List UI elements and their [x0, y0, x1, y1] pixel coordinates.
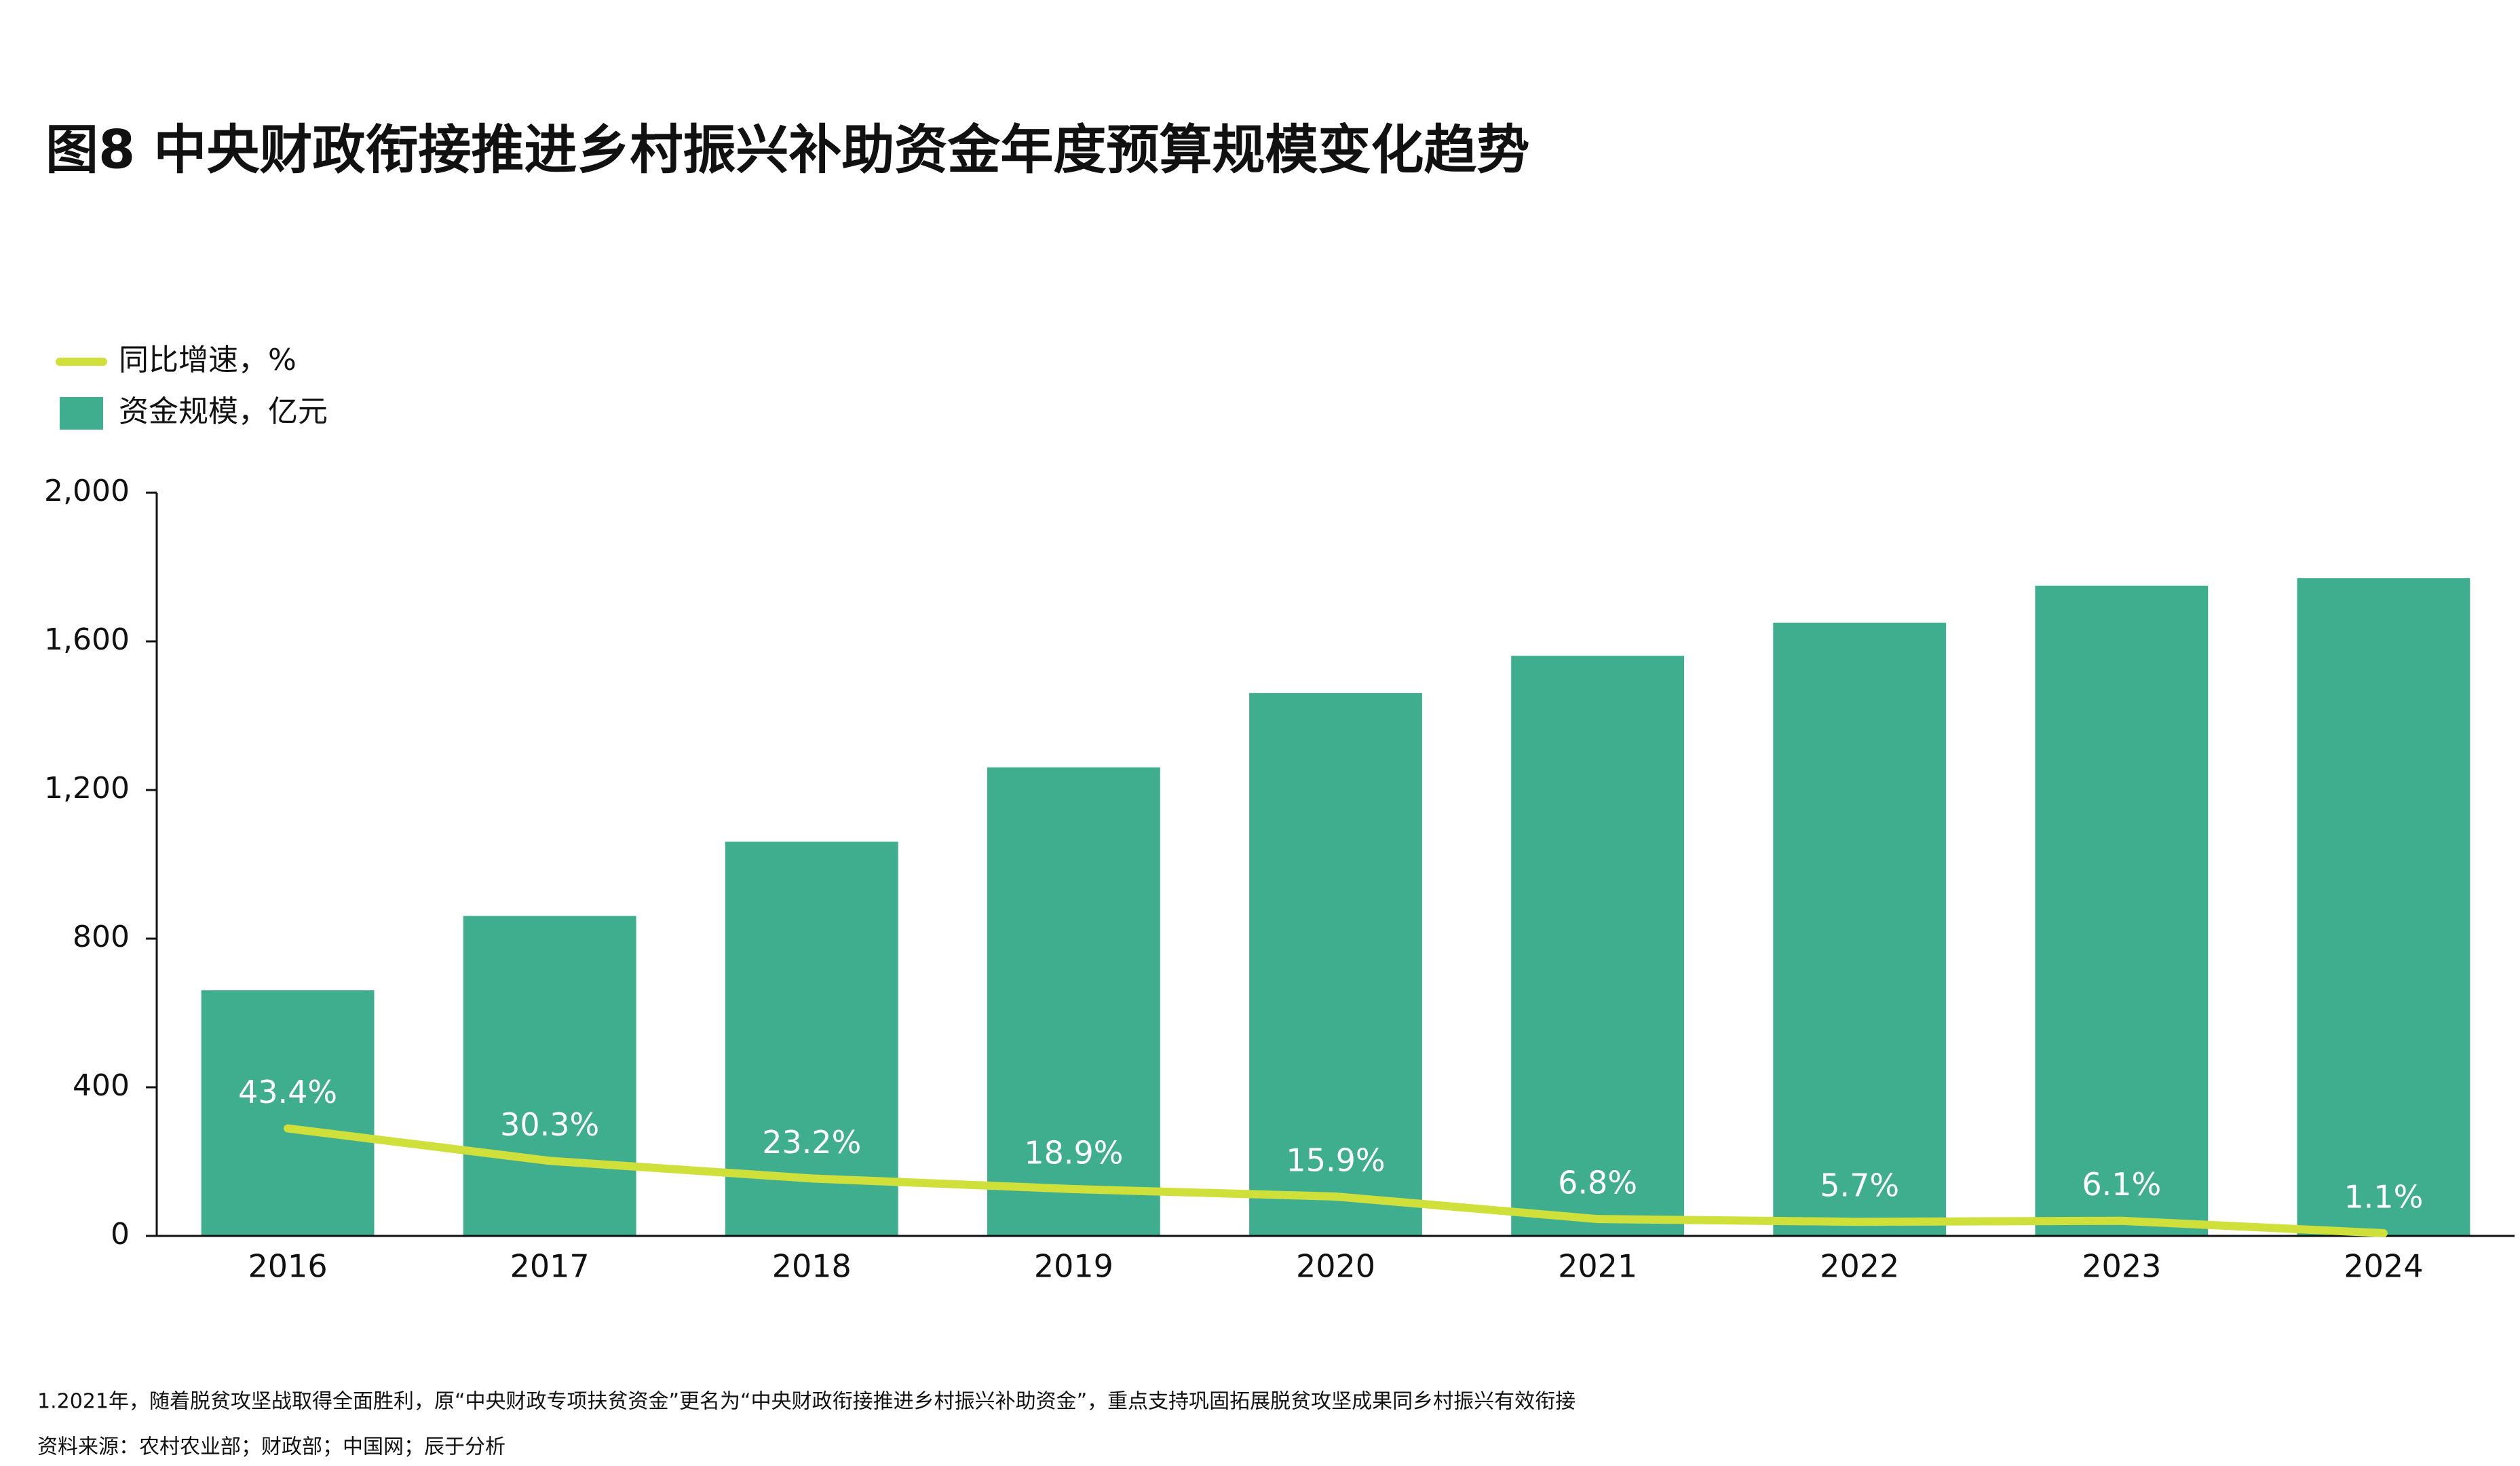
bar	[2297, 578, 2470, 1236]
chart-title: 图8 中央财政衔接推进乡村振兴补助资金年度预算规模变化趋势	[45, 119, 1529, 181]
data-label: 15.9%	[1286, 1142, 1385, 1178]
footnote: 1.2021年，随着脱贫攻坚战取得全面胜利，原“中央财政专项扶贫资金”更名为“中…	[37, 1390, 1576, 1414]
x-tick-label: 2024	[2344, 1248, 2423, 1285]
x-tick-label: 2018	[772, 1248, 852, 1285]
source-note: 资料来源：农村农业部；财政部；中国网；辰于分析	[37, 1435, 505, 1459]
x-tick-label: 2023	[2082, 1248, 2161, 1285]
y-tick-label: 1,200	[44, 771, 130, 806]
bar	[201, 990, 375, 1236]
data-label: 43.4%	[238, 1074, 337, 1110]
bar	[725, 842, 898, 1236]
y-tick-label: 0	[111, 1217, 130, 1252]
x-tick-label: 2016	[248, 1248, 328, 1285]
bar	[2035, 585, 2209, 1236]
data-label: 23.2%	[762, 1124, 861, 1161]
legend-label: 资金规模，亿元	[119, 394, 328, 429]
x-tick-label: 2022	[1820, 1248, 1899, 1285]
bar	[1249, 693, 1422, 1236]
data-label: 6.1%	[2082, 1166, 2161, 1203]
y-tick-label: 400	[73, 1068, 130, 1103]
line	[284, 1124, 2388, 1237]
y-tick-label: 800	[73, 920, 130, 954]
data-label: 1.1%	[2344, 1178, 2424, 1215]
legend-swatch	[60, 397, 103, 430]
x-tick-label: 2021	[1558, 1248, 1637, 1285]
bar	[1773, 622, 1947, 1236]
x-tick-label: 2020	[1296, 1248, 1375, 1285]
data-label: 30.3%	[500, 1106, 599, 1143]
y-tick-label: 2,000	[44, 474, 130, 508]
bar	[1511, 656, 1685, 1236]
legend-label: 同比增速，%	[119, 343, 297, 377]
data-label: 5.7%	[1820, 1167, 1899, 1204]
x-tick-label: 2019	[1034, 1248, 1113, 1285]
bar	[463, 916, 636, 1236]
data-label: 6.8%	[1558, 1165, 1637, 1201]
x-tick-label: 2017	[510, 1248, 590, 1285]
y-tick-label: 1,600	[44, 622, 130, 657]
bar	[987, 767, 1160, 1236]
data-label: 18.9%	[1024, 1135, 1123, 1171]
